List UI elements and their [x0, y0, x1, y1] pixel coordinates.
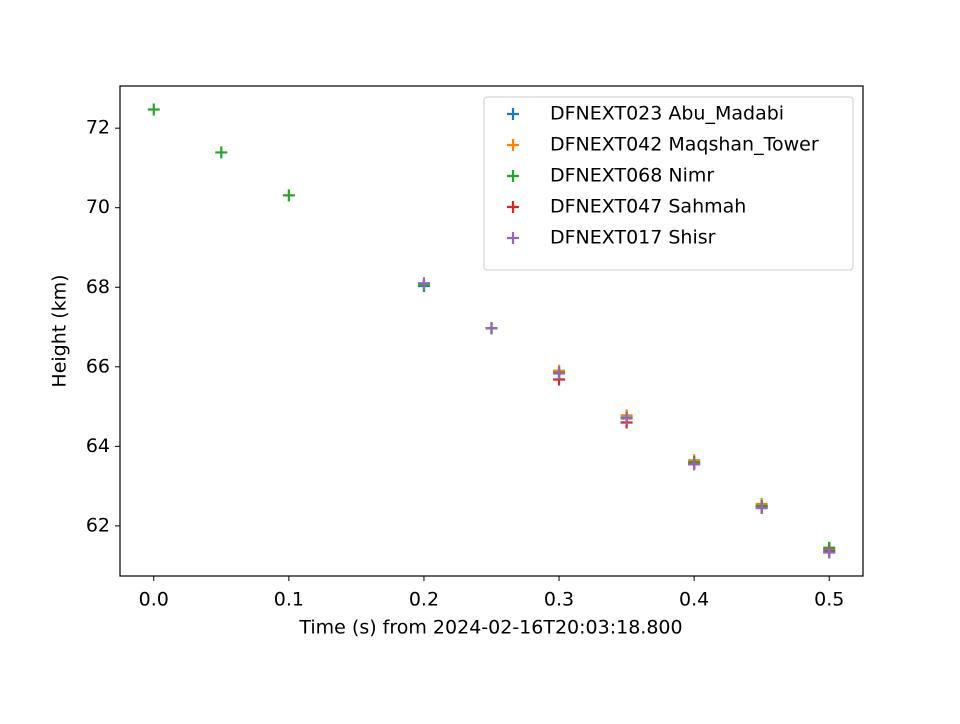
legend-marker: [507, 232, 519, 244]
legend-label: DFNEXT047 Sahmah: [550, 196, 746, 218]
point: [417, 277, 430, 290]
y-tick-label: 68: [86, 276, 110, 298]
point: [147, 103, 160, 116]
point: [755, 501, 768, 514]
y-tick-label: 66: [86, 355, 110, 377]
legend-marker: [507, 170, 519, 182]
legend-marker: [507, 201, 519, 213]
x-tick-label: 0.2: [409, 589, 439, 611]
point: [688, 458, 701, 471]
x-tick-label: 0.1: [274, 589, 304, 611]
x-tick-label: 0.0: [139, 589, 169, 611]
point: [485, 322, 498, 335]
legend-marker: [507, 139, 519, 151]
x-tick-label: 0.4: [679, 589, 709, 611]
x-axis-label: Time (s) from 2024-02-16T20:03:18.800: [298, 617, 682, 639]
legend-marker: [507, 108, 519, 120]
x-tick-label: 0.3: [544, 589, 574, 611]
point: [620, 412, 633, 425]
y-tick-label: 70: [86, 196, 110, 218]
y-axis-label: Height (km): [49, 274, 71, 387]
legend-label: DFNEXT017 Shisr: [550, 227, 716, 249]
point: [553, 367, 566, 380]
plot-frame: [119, 85, 864, 577]
y-tick-label: 72: [86, 117, 110, 139]
legend-label: DFNEXT068 Nimr: [550, 165, 714, 187]
point: [215, 146, 228, 159]
legend-box: [483, 96, 854, 271]
y-tick-label: 62: [86, 514, 110, 536]
x-tick-label: 0.5: [814, 589, 844, 611]
point: [823, 546, 836, 559]
legend-label: DFNEXT042 Maqshan_Tower: [550, 134, 819, 156]
y-tick-label: 64: [86, 435, 110, 457]
legend-label: DFNEXT023 Abu_Madabi: [550, 103, 784, 125]
point: [282, 189, 295, 202]
